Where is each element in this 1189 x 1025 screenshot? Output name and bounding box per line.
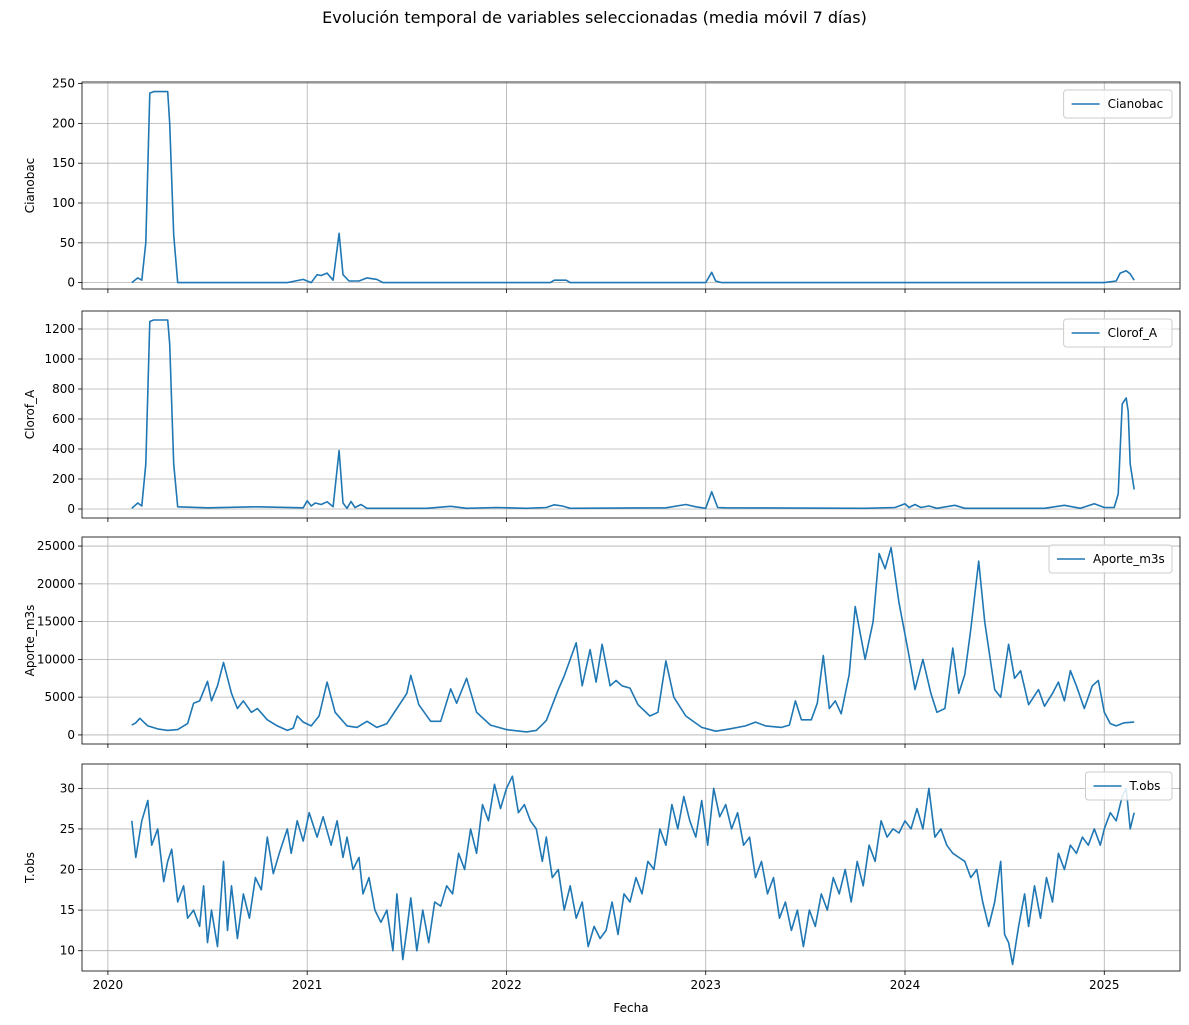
y-tick-label: 30 [60, 781, 75, 795]
y-tick-label: 250 [52, 77, 75, 91]
x-tick-label: 2025 [1089, 978, 1120, 992]
y-tick-label: 50 [60, 236, 75, 250]
x-tick-label: 2021 [292, 978, 323, 992]
series-line-Cianobac [131, 90, 1135, 284]
legend-box [1063, 89, 1173, 119]
legend-label: Cianobac [1108, 97, 1164, 111]
axes-frame [81, 310, 1181, 519]
x-axis-label: Fecha [613, 1001, 648, 1015]
y-tick-label: 1200 [44, 322, 75, 336]
legend: T.obs [1085, 771, 1173, 801]
y-axis-label: T.obs [23, 852, 37, 884]
series-line-T.obs [131, 775, 1135, 966]
y-tick-label: 0 [67, 728, 75, 742]
axes-frame [81, 763, 1181, 972]
legend-label: T.obs [1129, 779, 1161, 793]
panel-4: 2020 2021 2022 2023 2024 20251015202530T.obsT… [23, 763, 1181, 992]
y-tick-label: 25 [60, 822, 75, 836]
y-tick-label: 200 [52, 116, 75, 130]
y-tick-label: 5000 [44, 690, 75, 704]
legend: Aporte_m3s [1048, 544, 1173, 574]
y-tick-label: 800 [52, 382, 75, 396]
y-tick-label: 20000 [37, 577, 75, 591]
y-axis-label: Aporte_m3s [23, 605, 37, 677]
panel-1: 0 50 100 150 200 250 Cianobac Cianobac [23, 77, 1181, 293]
legend-box [1085, 771, 1173, 801]
series-line-Clorof_A [131, 319, 1135, 510]
x-tick-label: 2022 [491, 978, 522, 992]
legend-label: Clorof_A [1108, 326, 1158, 340]
panel-3: 0 5000 10000 15000 20000 25000 Aporte_m3s Aport… [23, 536, 1181, 748]
axes-frame [81, 81, 1181, 290]
figure-title: Evolución temporal de variables seleccio… [322, 8, 867, 27]
panel-2: 0 200 400 600 800 1000 1200 Clorof_A Clorof_A [23, 310, 1181, 522]
series-line-Aporte_m3s [131, 546, 1135, 733]
legend-box [1063, 318, 1173, 348]
legend-label: Aporte_m3s [1093, 552, 1165, 566]
y-tick-label: 10000 [37, 652, 75, 666]
legend: Cianobac [1063, 89, 1173, 119]
y-tick-label: 20 [60, 863, 75, 877]
x-tick-label: 2023 [690, 978, 721, 992]
y-tick-label: 100 [52, 196, 75, 210]
y-tick-label: 25000 [37, 539, 75, 553]
y-tick-label: 200 [52, 472, 75, 486]
y-tick-label: 15000 [37, 615, 75, 629]
legend: Clorof_A [1063, 318, 1173, 348]
y-tick-label: 150 [52, 156, 75, 170]
y-tick-label: 10 [60, 944, 75, 958]
x-tick-label: 2020 [93, 978, 124, 992]
axes-frame [81, 536, 1181, 745]
y-axis-label: Cianobac [23, 158, 37, 214]
y-tick-label: 600 [52, 412, 75, 426]
legend-box [1048, 544, 1173, 574]
y-tick-label: 0 [67, 502, 75, 516]
y-tick-label: 1000 [44, 352, 75, 366]
y-tick-label: 15 [60, 903, 75, 917]
y-axis-label: Clorof_A [23, 389, 37, 439]
y-tick-label: 400 [52, 442, 75, 456]
y-tick-label: 0 [67, 276, 75, 290]
x-tick-label: 2024 [890, 978, 921, 992]
